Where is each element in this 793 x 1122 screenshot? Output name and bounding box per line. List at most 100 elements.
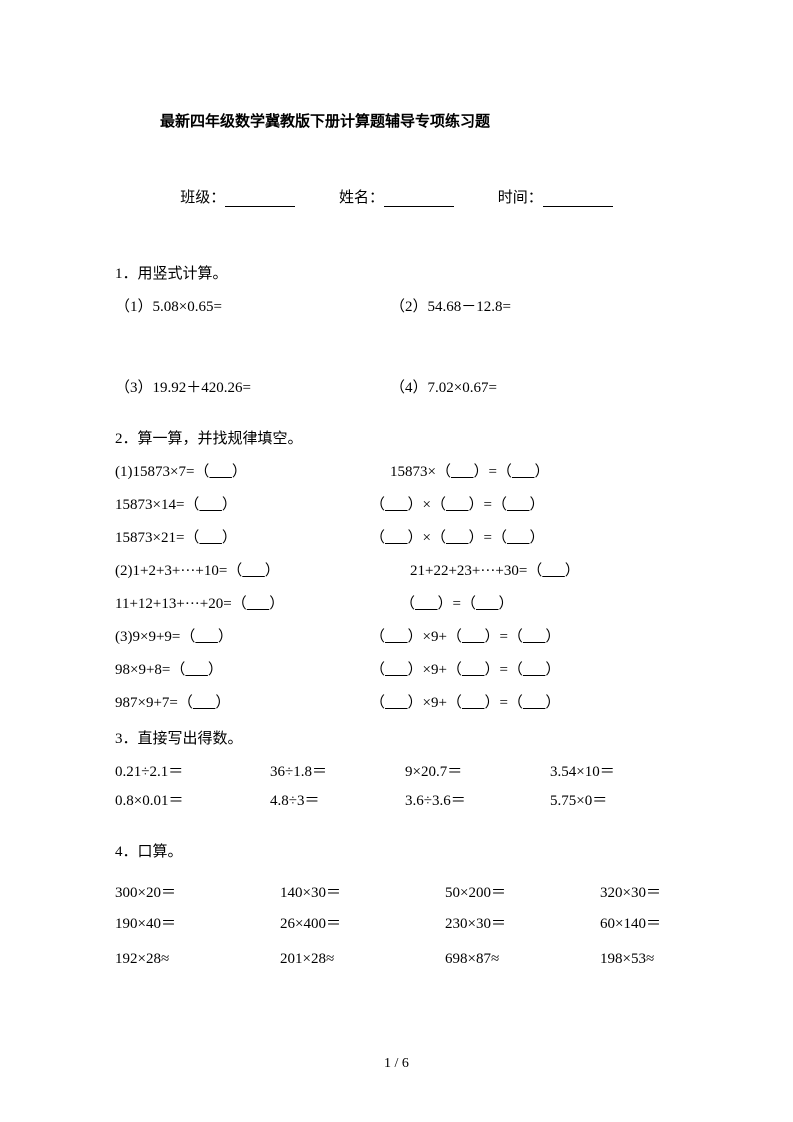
s2r6f: ） [545,629,560,645]
s3r1c3: 9×20.7＝ [405,760,550,781]
blank [385,497,408,513]
s3r1c2: 36÷1.8＝ [270,760,405,781]
s2r1c: 15873×（ [390,464,451,480]
s3r2c1: 0.8×0.01＝ [115,789,270,810]
section1-q4: （4）7.02×0.67= [390,376,497,397]
blank [507,530,530,546]
section2-title: 2．算一算，并找规律填空。 [115,427,678,448]
blank [385,530,408,546]
s2r2b: ） [222,497,237,513]
time-blank [543,191,613,208]
s3r2c3: 3.6÷3.6＝ [405,789,550,810]
s2r3c: （ [370,530,385,546]
s4r1c4: 320×30＝ [600,881,661,902]
section2-row2: 15873×14=（ ） （ ）×（ ）=（ ） [115,493,678,514]
s4r3c1: 192×28≈ [115,951,280,968]
s2r2d: ）×（ [408,497,446,513]
s2r8c: （ [370,695,385,711]
s2r7e: ）=（ [484,662,522,678]
s2r3d: ）×（ [408,530,446,546]
s4r1c1: 300×20＝ [115,881,280,902]
s2r8e: ）=（ [484,695,522,711]
s4r3c2: 201×28≈ [280,951,445,968]
blank [451,464,474,480]
blank [209,464,232,480]
section2-row4: (2)1+2+3+···+10=（ ） 21+22+23+···+30=（ ） [115,559,678,580]
s4r3c4: 198×53≈ [600,951,654,968]
s2r8b: ） [215,695,230,711]
section2-row1: (1)15873×7=（ ） 15873×（ ）=（ ） [115,460,678,481]
blank [462,662,485,678]
s4r1c2: 140×30＝ [280,881,445,902]
s2r2e: ）=（ [468,497,506,513]
s2r5a: 11+12+13+···+20=（ [115,596,247,612]
s2r5d: ）=（ [438,596,476,612]
section2-row5: 11+12+13+···+20=（ ） （ ）=（ ） [115,592,678,613]
blank [542,563,565,579]
blank [507,497,530,513]
blank [446,530,469,546]
s2r8d: ）×9+（ [408,695,462,711]
s2r4c: 21+22+23+···+30=（ [410,563,542,579]
s2r1b: ） [232,464,247,480]
blank [193,695,216,711]
time-label: 时间： [498,190,543,206]
section2-row7: 98×9+8=（ ） （ ）×9+（ ）=（ ） [115,658,678,679]
s2r4b: ） [265,563,280,579]
s2r1a: (1)15873×7=（ [115,464,209,480]
blank [242,563,265,579]
section1-q1: （1）5.08×0.65= [115,295,390,316]
section2-row8: 987×9+7=（ ） （ ）×9+（ ）=（ ） [115,691,678,712]
s2r5b: ） [269,596,284,612]
section2-row6: (3)9×9+9=（ ） （ ）×9+（ ）=（ ） [115,625,678,646]
s4r1c3: 50×200＝ [445,881,600,902]
s2r3a: 15873×21=（ [115,530,199,546]
s3r1c1: 0.21÷2.1＝ [115,760,270,781]
section1-row2: （3）19.92＋420.26= （4）7.02×0.67= [115,376,678,397]
blank [385,662,408,678]
s2r8a: 987×9+7=（ [115,695,193,711]
section4-row1: 300×20＝ 140×30＝ 50×200＝ 320×30＝ [115,881,678,902]
s2r2f: ） [529,497,544,513]
blank [512,464,535,480]
s2r7f: ） [545,662,560,678]
s2r7d: ）×9+（ [408,662,462,678]
s2r4d: ） [565,563,580,579]
blank [523,662,546,678]
s2r5c: （ [400,596,415,612]
blank [415,596,438,612]
section3-title: 3．直接写出得数。 [115,727,678,748]
s2r7c: （ [370,662,385,678]
s2r8f: ） [545,695,560,711]
blank [523,629,546,645]
section1-q3: （3）19.92＋420.26= [115,376,390,397]
section2-row3: 15873×21=（ ） （ ）×（ ）=（ ） [115,526,678,547]
section4-row2: 190×40＝ 26×400＝ 230×30＝ 60×140＝ [115,912,678,933]
s2r7a: 98×9+8=（ [115,662,185,678]
s2r2a: 15873×14=（ [115,497,199,513]
s2r6d: ）×9+（ [408,629,462,645]
section3-row1: 0.21÷2.1＝ 36÷1.8＝ 9×20.7＝ 3.54×10＝ [115,760,678,781]
blank [446,497,469,513]
s4r2c4: 60×140＝ [600,912,661,933]
section4-row3: 192×28≈ 201×28≈ 698×87≈ 198×53≈ [115,951,678,968]
section3-row2: 0.8×0.01＝ 4.8÷3＝ 3.6÷3.6＝ 5.75×0＝ [115,789,678,810]
s4r2c3: 230×30＝ [445,912,600,933]
s3r2c2: 4.8÷3＝ [270,789,405,810]
s2r3b: ） [222,530,237,546]
name-label: 姓名： [339,190,384,206]
section1-row1: （1）5.08×0.65= （2）54.68－12.8= [115,295,678,316]
blank [523,695,546,711]
class-blank [225,191,295,208]
s2r6a: (3)9×9+9=（ [115,629,195,645]
blank [385,695,408,711]
s4r3c3: 698×87≈ [445,951,600,968]
s3r2c4: 5.75×0＝ [550,789,607,810]
blank [199,497,222,513]
s2r6e: ）=（ [484,629,522,645]
name-blank [384,191,454,208]
s4r2c2: 26×400＝ [280,912,445,933]
s2r3e: ）=（ [468,530,506,546]
document-title: 最新四年级数学冀教版下册计算题辅导专项练习题 [160,110,678,131]
blank [476,596,499,612]
